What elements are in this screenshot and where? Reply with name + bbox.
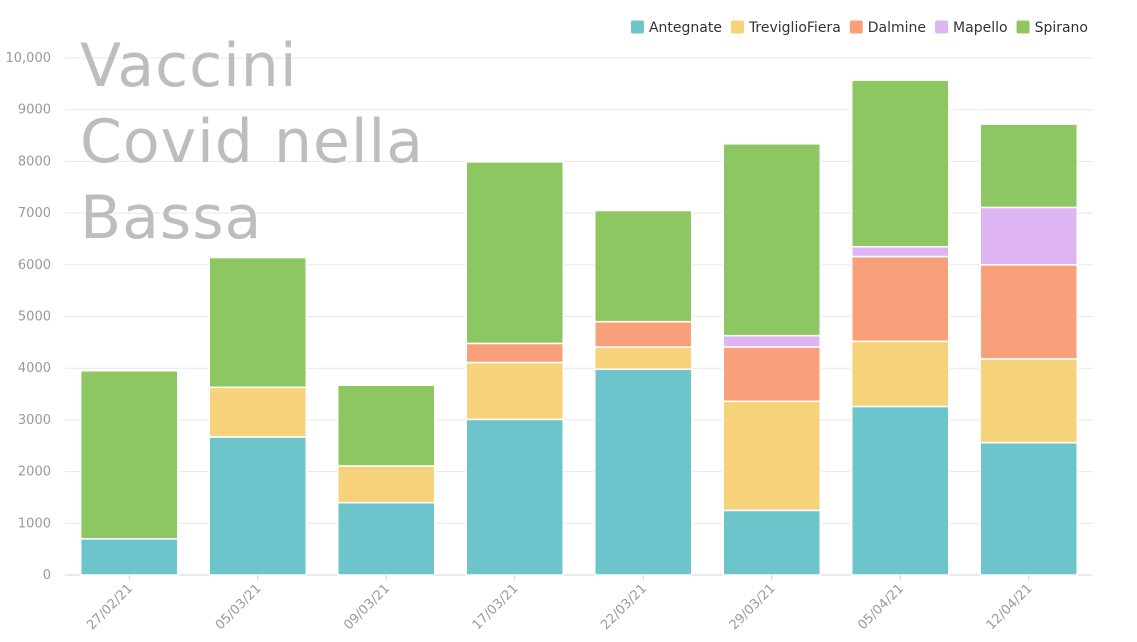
bar-segment-trevigliofiera [850,340,950,408]
legend-label: Spirano [1035,20,1088,36]
y-tick-label: 5000 [18,310,51,325]
legend-label: Mapello [953,20,1008,36]
bar-segment-antegnate [593,368,693,576]
legend: Antegnate TreviglioFiera Dalmine Mapello Spi… [630,20,1088,36]
bar-segment-spirano [850,79,950,248]
x-tick-label: 22/03/21 [598,581,650,633]
bar-segment-antegnate [979,441,1079,576]
legend-swatch [730,20,744,34]
x-tick-label: 05/03/21 [213,581,265,633]
bar-segment-spirano [336,384,436,467]
bar-segment-dalmine [722,346,822,403]
bar-segment-spirano [208,256,308,389]
bars [79,79,1079,576]
y-tick-label: 3000 [18,413,51,428]
bar-segment-mapello [979,206,1079,266]
legend-item-mapello[interactable]: Mapello [935,20,1008,36]
bar-segment-spirano [465,161,565,345]
bar-segment-dalmine [465,342,565,364]
x-tick-label: 12/04/21 [984,581,1036,633]
x-axis: 27/02/21 05/03/21 09/03/21 17/03/21 22/03/21… [84,575,1036,633]
legend-swatch [1016,20,1030,34]
y-tick-label: 4000 [18,361,51,376]
bar-segment-antegnate [208,436,308,576]
y-tick-label: 7000 [18,206,51,221]
legend-item-antegnate[interactable]: Antegnate [630,20,722,36]
bar-segment-trevigliofiera [722,400,822,512]
legend-item-dalmine[interactable]: Dalmine [849,20,926,36]
bar-segment-dalmine [979,264,1079,360]
x-tick-label: 17/03/21 [470,581,522,633]
legend-label: Dalmine [868,20,926,36]
x-tick-label: 05/04/21 [855,581,907,633]
bar-segment-antegnate [465,418,565,576]
y-tick-label: 1000 [18,516,51,531]
bar-segment-antegnate [336,501,436,576]
bar-segment-spirano [79,370,179,540]
bar-segment-trevigliofiera [979,358,1079,444]
bar-segment-spirano [722,143,822,337]
y-tick-label: 9000 [18,103,51,118]
x-tick-label: 29/03/21 [727,581,779,633]
bar-segment-trevigliofiera [208,386,308,438]
y-tick-label: 0 [43,568,51,583]
bar-segment-mapello [850,245,950,258]
bar-segment-spirano [979,123,1079,209]
y-tick-label: 2000 [18,465,51,480]
legend-item-trevigliofiera[interactable]: TreviglioFiera [730,20,841,36]
bar-segment-antegnate [79,538,179,576]
x-tick-label: 09/03/21 [341,581,393,633]
legend-item-spirano[interactable]: Spirano [1016,20,1088,36]
y-tick-label: 6000 [18,258,51,273]
bar-segment-dalmine [850,255,950,343]
legend-swatch [849,20,863,34]
y-axis: 0 1000 2000 3000 4000 5000 6000 7000 8000 9000 10,… [6,51,52,583]
x-tick-label: 27/02/21 [84,581,136,633]
legend-swatch [630,20,644,34]
chart-title: Vaccini Covid nella Bassa [80,31,424,253]
y-tick-label: 10,000 [6,51,52,66]
bar-segment-mapello [722,334,822,348]
bar-segment-trevigliofiera [593,346,693,370]
bar-segment-trevigliofiera [336,465,436,504]
bar-segment-trevigliofiera [465,361,565,421]
legend-label: Antegnate [649,20,722,36]
bar-segment-antegnate [722,509,822,576]
bar-segment-spirano [593,209,693,323]
bar-segment-antegnate [850,405,950,576]
y-tick-label: 8000 [18,154,51,169]
legend-swatch [935,20,949,34]
bar-segment-dalmine [593,320,693,348]
legend-label: TreviglioFiera [748,20,841,36]
